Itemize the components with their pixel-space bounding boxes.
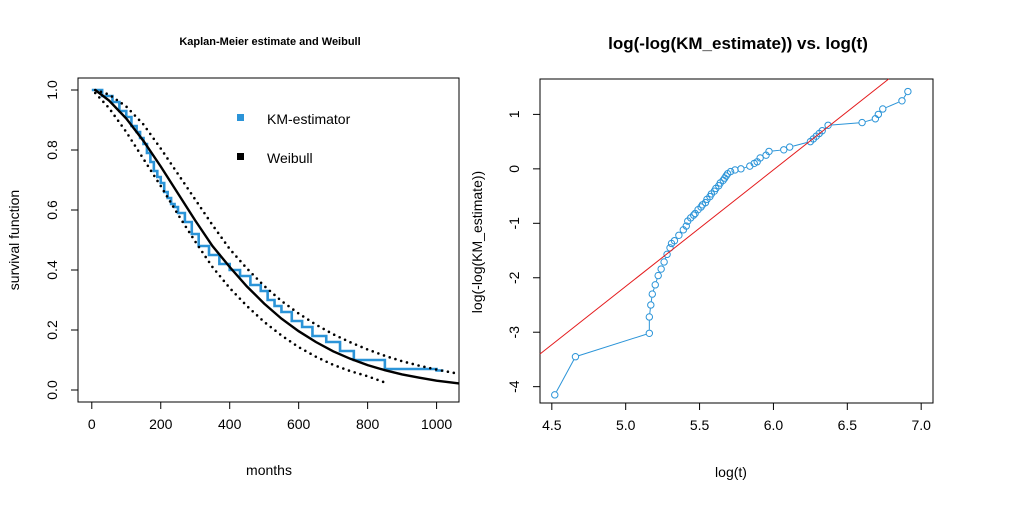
- loglog-y-tick-label: 1: [506, 110, 522, 118]
- loglog-x-tick-label: 7.0: [911, 417, 931, 433]
- loglog-y-tick-label: 0: [506, 165, 522, 173]
- km-series-weibull: [94, 89, 460, 385]
- km-x-tick-label: 800: [356, 416, 380, 432]
- loglog-x-tick-label: 5.5: [690, 417, 710, 433]
- loglog-point: [663, 250, 671, 259]
- loglog-point: [651, 281, 659, 289]
- loglog-point: [765, 147, 773, 156]
- km-title: Kaplan-Meier estimate and Weibull: [179, 36, 360, 48]
- loglog-point: [780, 146, 788, 154]
- loglog-y-axis-label: log(-log(KM_estimate)): [469, 171, 485, 313]
- loglog-point: [689, 211, 698, 219]
- km-panel: Kaplan-Meier estimate and Weibull 0 200 40…: [6, 36, 461, 478]
- loglog-connector: [556, 359, 575, 392]
- loglog-y-axis: -4 -3 -2 -1 0 1: [506, 110, 540, 393]
- legend-label-weibull: Weibull: [267, 150, 313, 166]
- loglog-connector: [652, 288, 655, 291]
- loglog-connector: [649, 308, 651, 314]
- loglog-y-tick-label: -4: [506, 380, 522, 393]
- km-y-tick-label: 0.8: [44, 140, 60, 160]
- loglog-connector: [885, 101, 899, 109]
- loglog-y-tick-label: -3: [506, 326, 522, 339]
- loglog-x-axis: 4.5 5.0 5.5 6.0 6.5 7.0: [542, 403, 931, 433]
- loglog-point: [654, 271, 662, 280]
- km-y-axis: 0.0 0.2 0.4 0.6 0.8 1.0: [44, 80, 78, 400]
- loglog-point: [722, 172, 730, 180]
- km-y-tick-label: 1.0: [44, 80, 60, 100]
- loglog-connector: [793, 142, 808, 147]
- loglog-series-group: [539, 78, 912, 399]
- loglog-point: [874, 110, 883, 119]
- loglog-connector: [772, 149, 781, 152]
- loglog-point: [551, 391, 559, 399]
- loglog-x-tick-label: 6.0: [764, 417, 784, 433]
- loglog-point: [879, 105, 887, 113]
- loglog-point: [898, 97, 906, 105]
- loglog-y-tick-label: -1: [506, 217, 522, 230]
- legend-label-km: KM-estimator: [267, 111, 351, 127]
- loglog-x-tick-label: 6.5: [838, 417, 858, 433]
- km-series-group: [91, 88, 461, 385]
- loglog-point: [645, 329, 654, 337]
- loglog-point: [756, 154, 764, 162]
- loglog-connector: [744, 166, 747, 169]
- loglog-y-tick-label: -2: [506, 271, 522, 284]
- loglog-point: [647, 301, 655, 309]
- loglog-title: log(-log(KM_estimate)) vs. log(t): [608, 34, 868, 53]
- loglog-point: [571, 353, 580, 361]
- loglog-connector: [865, 119, 873, 123]
- loglog-x-tick-label: 4.5: [542, 417, 562, 433]
- loglog-connector: [831, 122, 859, 126]
- loglog-point: [648, 290, 656, 298]
- km-legend: KM-estimator Weibull: [237, 111, 351, 166]
- loglog-point: [660, 258, 668, 266]
- loglog-connector: [578, 333, 647, 357]
- km-y-tick-label: 0.4: [44, 260, 60, 280]
- loglog-connector: [655, 278, 658, 282]
- loglog-point: [657, 265, 665, 273]
- loglog-series-reference-line: [539, 78, 889, 355]
- legend-marker-weibull: [237, 153, 244, 160]
- km-x-axis-label: months: [246, 462, 292, 478]
- km-x-tick-label: 200: [149, 416, 173, 432]
- loglog-point: [645, 313, 654, 321]
- loglog-point: [904, 87, 912, 96]
- km-y-tick-label: 0.6: [44, 200, 60, 220]
- loglog-point: [682, 222, 690, 230]
- loglog-point: [737, 165, 745, 173]
- loglog-connector: [903, 94, 907, 99]
- loglog-point: [824, 121, 832, 129]
- km-y-tick-label: 0.2: [44, 320, 60, 340]
- loglog-point: [858, 118, 866, 127]
- loglog-point: [697, 203, 705, 211]
- km-series-km-estimator: [91, 88, 444, 372]
- loglog-point: [726, 167, 735, 176]
- loglog-x-tick-label: 5.0: [616, 417, 636, 433]
- loglog-x-axis-label: log(t): [715, 464, 747, 480]
- loglog-panel: log(-log(KM_estimate)) vs. log(t) 4.5 5.0…: [469, 34, 934, 480]
- km-plot-frame: [77, 77, 460, 403]
- km-x-tick-label: 0: [88, 416, 96, 432]
- loglog-point: [818, 127, 826, 135]
- km-x-tick-label: 600: [287, 416, 311, 432]
- km-y-tick-label: 0.0: [44, 380, 60, 400]
- loglog-plot-frame: [539, 78, 934, 404]
- legend-marker-km: [237, 114, 244, 121]
- km-y-axis-label: survival function: [6, 190, 22, 290]
- loglog-point: [785, 143, 794, 151]
- km-x-tick-label: 1000: [421, 416, 452, 432]
- km-x-axis: 0 200 400 600 800 1000: [88, 402, 452, 432]
- km-x-tick-label: 400: [218, 416, 242, 432]
- loglog-connector: [824, 127, 826, 129]
- loglog-point: [670, 237, 679, 245]
- loglog-connector: [650, 297, 653, 302]
- loglog-point: [675, 231, 683, 239]
